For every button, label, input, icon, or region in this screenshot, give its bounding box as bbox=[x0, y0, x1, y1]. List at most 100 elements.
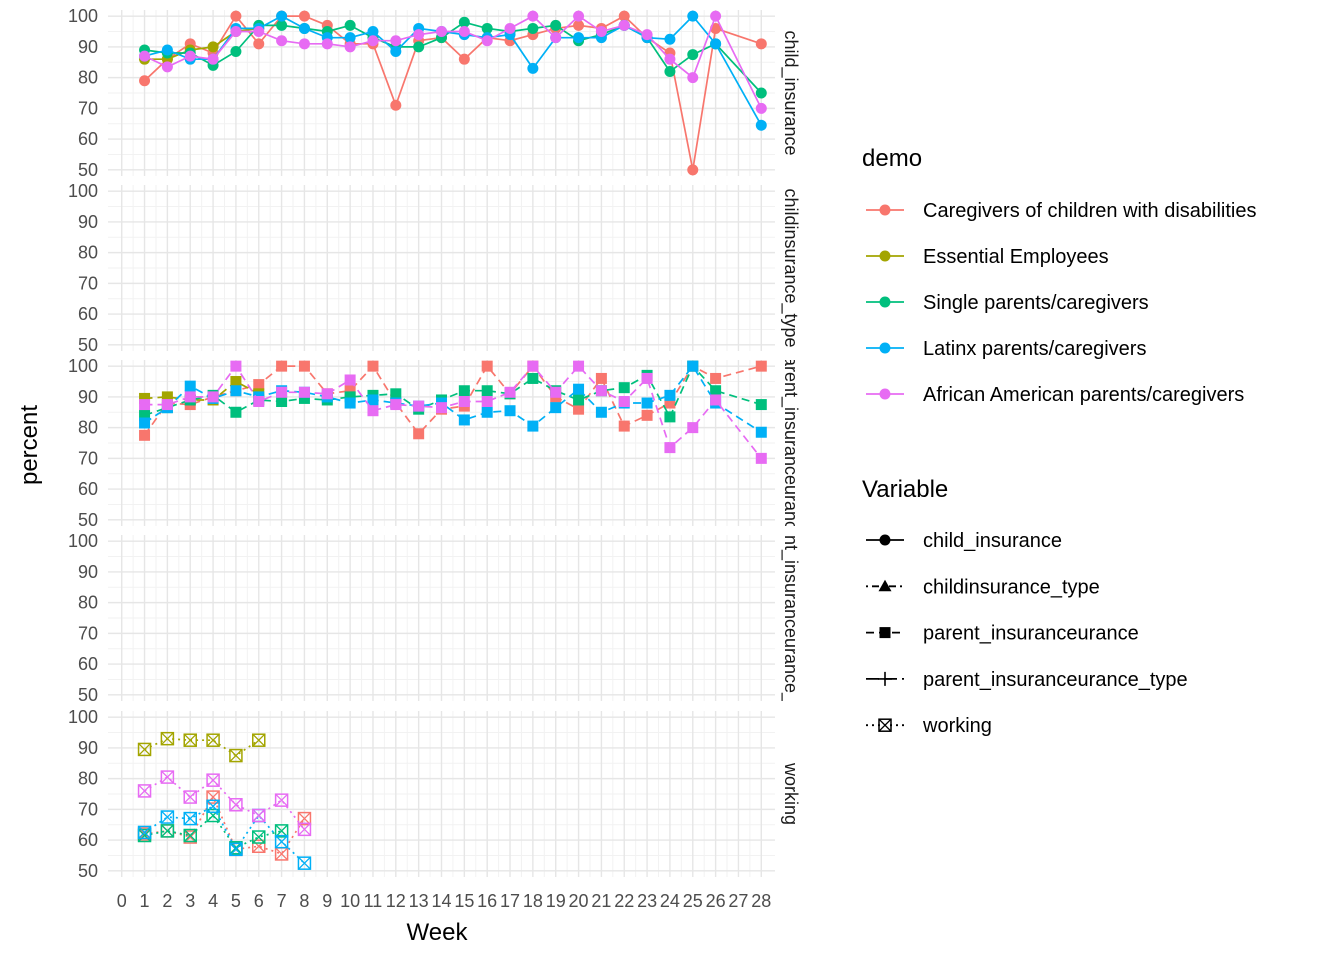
data-point bbox=[550, 402, 562, 414]
demo-legend-title: demo bbox=[862, 145, 922, 172]
x-tick-label: 18 bbox=[523, 891, 543, 911]
data-point bbox=[687, 164, 699, 176]
data-point bbox=[527, 62, 539, 74]
series bbox=[137, 731, 266, 763]
y-tick-label: 80 bbox=[78, 593, 98, 613]
data-point bbox=[618, 382, 630, 394]
data-point bbox=[344, 19, 356, 31]
legend-item: Latinx parents/caregivers bbox=[866, 338, 1146, 360]
data-point bbox=[481, 22, 493, 34]
data-point bbox=[253, 379, 265, 391]
legend-key-point bbox=[879, 388, 891, 400]
data-point bbox=[527, 10, 539, 22]
data-point bbox=[458, 16, 470, 28]
x-tick-label: 28 bbox=[751, 891, 771, 911]
data-point bbox=[687, 422, 699, 434]
x-tick-label: 0 bbox=[117, 891, 127, 911]
data-point bbox=[321, 388, 333, 400]
data-point bbox=[207, 41, 219, 53]
data-point bbox=[160, 731, 175, 746]
y-tick-label: 90 bbox=[78, 738, 98, 758]
data-point bbox=[207, 53, 219, 65]
data-point bbox=[527, 372, 539, 384]
variable-legend-title: Variable bbox=[862, 476, 948, 503]
data-point bbox=[618, 10, 630, 22]
y-axis-title: percent bbox=[16, 405, 43, 485]
data-point bbox=[755, 452, 767, 464]
data-point bbox=[253, 26, 265, 38]
data-point bbox=[207, 391, 219, 403]
data-point bbox=[276, 360, 288, 372]
data-point bbox=[618, 420, 630, 432]
legend-item: child_insurance bbox=[866, 530, 1062, 552]
variable-legend: Variable child_insurance childinsurance_t… bbox=[862, 476, 1188, 737]
legend-key-point bbox=[879, 534, 891, 546]
x-tick-label: 14 bbox=[431, 891, 451, 911]
legend-label: Single parents/caregivers bbox=[923, 292, 1149, 314]
data-point bbox=[710, 385, 722, 397]
legend-item: Caregivers of children with disabilities bbox=[866, 200, 1256, 222]
data-point bbox=[573, 383, 585, 395]
data-point bbox=[664, 397, 676, 409]
y-tick-label: 90 bbox=[78, 212, 98, 232]
data-point bbox=[527, 22, 539, 34]
x-tick-label: 13 bbox=[409, 891, 429, 911]
data-point bbox=[229, 842, 243, 857]
data-point bbox=[160, 810, 175, 824]
data-point bbox=[687, 360, 699, 372]
data-point bbox=[390, 99, 402, 111]
data-point bbox=[252, 808, 266, 823]
y-tick-label: 100 bbox=[68, 6, 98, 26]
data-point bbox=[344, 385, 356, 397]
data-point bbox=[230, 10, 242, 22]
data-point bbox=[595, 372, 607, 384]
x-tick-label: 11 bbox=[364, 891, 383, 911]
data-point bbox=[710, 372, 722, 384]
facet-panel: 50 60 70 80 90 100 working bbox=[68, 707, 801, 881]
y-tick-label: 100 bbox=[68, 531, 98, 551]
x-tick-label: 1 bbox=[140, 891, 150, 911]
data-point bbox=[206, 808, 220, 823]
y-tick-label: 60 bbox=[78, 479, 98, 499]
data-point bbox=[595, 406, 607, 418]
data-point bbox=[297, 856, 312, 870]
legend-label: childinsurance_type bbox=[923, 576, 1100, 598]
data-point bbox=[458, 53, 470, 65]
data-point bbox=[367, 35, 379, 47]
data-point bbox=[755, 399, 767, 411]
legend-label: African American parents/caregivers bbox=[923, 384, 1244, 406]
data-point bbox=[206, 733, 220, 747]
x-tick-label: 22 bbox=[614, 891, 634, 911]
legend-key-point bbox=[878, 718, 892, 732]
data-point bbox=[252, 733, 266, 747]
x-tick-label: 12 bbox=[386, 891, 406, 911]
data-point bbox=[139, 409, 151, 421]
legend-label: Caregivers of children with disabilities bbox=[923, 200, 1256, 222]
y-tick-label: 80 bbox=[78, 68, 98, 88]
y-tick-label: 70 bbox=[78, 273, 98, 293]
data-point bbox=[755, 87, 767, 99]
x-tick-label: 17 bbox=[500, 891, 520, 911]
series bbox=[139, 10, 767, 114]
series-line bbox=[144, 795, 306, 855]
data-point bbox=[413, 400, 425, 412]
data-point bbox=[276, 10, 288, 22]
data-point bbox=[229, 798, 243, 812]
facet-strip-label: parent_insuranceurance bbox=[780, 346, 801, 540]
data-point bbox=[367, 394, 379, 406]
x-axis: 0 1 2 3 4 5 6 7 8 9 10 11 12 13 14 15 16 17 18 19 20 21 22 23 24… bbox=[117, 891, 772, 911]
data-point bbox=[504, 22, 516, 34]
x-tick-label: 8 bbox=[299, 891, 309, 911]
legend-item: childinsurance_type bbox=[866, 576, 1100, 598]
y-tick-label: 60 bbox=[78, 304, 98, 324]
data-point bbox=[298, 10, 310, 22]
data-point bbox=[687, 72, 699, 84]
data-point bbox=[641, 29, 653, 41]
data-point bbox=[641, 409, 653, 421]
x-tick-label: 20 bbox=[569, 891, 589, 911]
data-point bbox=[253, 38, 265, 50]
series bbox=[139, 360, 767, 464]
data-point bbox=[298, 386, 310, 398]
data-point bbox=[664, 442, 676, 454]
